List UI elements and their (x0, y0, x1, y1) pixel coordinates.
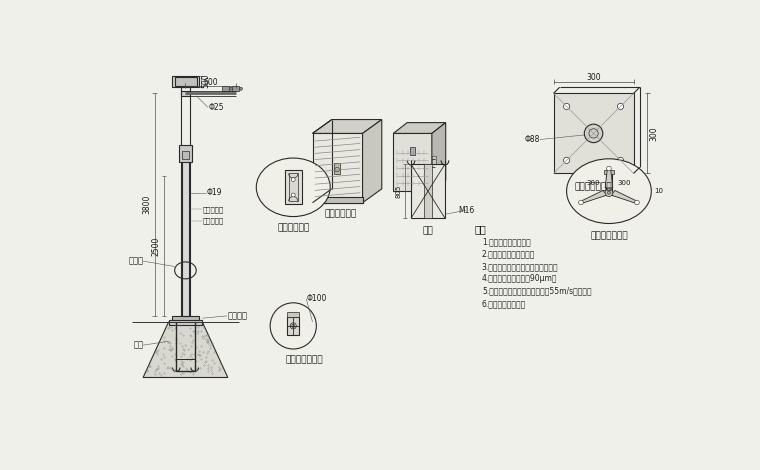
Text: 底座法兰正视图: 底座法兰正视图 (575, 183, 613, 192)
Circle shape (617, 157, 623, 164)
Ellipse shape (567, 159, 651, 224)
Text: 2500: 2500 (152, 236, 160, 256)
Polygon shape (432, 123, 445, 191)
Text: 300: 300 (587, 180, 600, 187)
Text: 防水箱放大图: 防水箱放大图 (325, 210, 357, 219)
Circle shape (290, 323, 296, 329)
Circle shape (292, 324, 295, 328)
Circle shape (239, 87, 242, 90)
Bar (172, 316, 199, 320)
Polygon shape (394, 133, 432, 191)
Bar (553, 94, 634, 173)
Bar (169, 320, 202, 325)
Bar (289, 173, 298, 201)
Bar (334, 163, 340, 174)
Text: Φ100: Φ100 (307, 294, 328, 303)
Bar (182, 149, 189, 316)
Text: 维修孔: 维修孔 (128, 257, 143, 266)
Bar (432, 157, 435, 169)
Text: 805: 805 (396, 184, 402, 198)
Bar (285, 170, 302, 204)
Text: M16: M16 (458, 206, 475, 215)
Bar (312, 196, 363, 203)
Text: 桅机法兰放大图: 桅机法兰放大图 (286, 355, 323, 364)
Circle shape (635, 200, 639, 205)
Polygon shape (580, 190, 607, 204)
Text: 底座法兰放大图: 底座法兰放大图 (590, 231, 628, 240)
Text: 底座法兰: 底座法兰 (228, 312, 248, 321)
Bar (424, 164, 432, 218)
Polygon shape (143, 322, 228, 377)
Bar (232, 86, 239, 91)
Bar (182, 151, 189, 158)
Text: 2.上下法兰加强筋连接。: 2.上下法兰加强筋连接。 (482, 250, 535, 259)
Bar (175, 77, 197, 86)
Bar (181, 91, 190, 96)
Circle shape (606, 166, 611, 171)
Circle shape (563, 157, 570, 164)
Circle shape (270, 303, 316, 349)
Bar (287, 317, 299, 335)
Circle shape (291, 178, 295, 181)
Bar (287, 312, 299, 317)
Circle shape (607, 191, 610, 194)
Text: 说明: 说明 (474, 225, 486, 235)
Text: 600: 600 (203, 78, 218, 87)
Text: 维修孔放大图: 维修孔放大图 (277, 223, 309, 232)
Text: 下层黑色漆: 下层黑色漆 (202, 218, 223, 224)
Text: 500: 500 (201, 74, 211, 88)
Text: 6.桂管、避雷针可折: 6.桂管、避雷针可折 (482, 299, 526, 308)
Polygon shape (611, 190, 638, 204)
Text: 上层灰色漆: 上层灰色漆 (202, 206, 223, 212)
Text: 300: 300 (586, 73, 601, 82)
Text: 300: 300 (618, 180, 631, 187)
Text: 地笼: 地笼 (133, 341, 143, 350)
Text: Φ88: Φ88 (524, 135, 540, 144)
Text: 300: 300 (649, 126, 658, 141)
Bar (411, 164, 445, 218)
Polygon shape (605, 169, 613, 188)
Polygon shape (312, 133, 363, 203)
Text: 1.主干为国标镀锌管。: 1.主干为国标镀锌管。 (482, 237, 530, 246)
Text: 5.立杆、铁管和其它部件应能抵55m/s的风速。: 5.立杆、铁管和其它部件应能抵55m/s的风速。 (482, 287, 591, 296)
Text: 3.喷涂后不再进行任何加工和焊接。: 3.喷涂后不再进行任何加工和焊接。 (482, 262, 559, 271)
Polygon shape (312, 119, 382, 133)
Circle shape (578, 200, 583, 205)
Polygon shape (394, 123, 445, 133)
Circle shape (617, 103, 623, 110)
Text: 4.钢管镀锌锌层厚护为90μm。: 4.钢管镀锌锌层厚护为90μm。 (482, 274, 557, 283)
Circle shape (291, 193, 295, 197)
Text: 10: 10 (654, 188, 663, 194)
Circle shape (563, 103, 570, 110)
Circle shape (584, 124, 603, 142)
Bar (410, 147, 415, 155)
Bar (181, 87, 190, 316)
Polygon shape (363, 119, 382, 203)
Text: Φ19: Φ19 (207, 188, 223, 197)
Bar (179, 145, 192, 162)
Bar (222, 86, 230, 91)
Text: 3800: 3800 (142, 195, 151, 214)
Circle shape (230, 87, 233, 90)
Circle shape (605, 189, 613, 196)
Bar (604, 170, 613, 174)
Text: 地笼: 地笼 (423, 226, 433, 235)
Bar (606, 172, 612, 195)
Bar (173, 76, 199, 87)
Ellipse shape (256, 158, 330, 217)
Text: Φ25: Φ25 (208, 103, 224, 112)
